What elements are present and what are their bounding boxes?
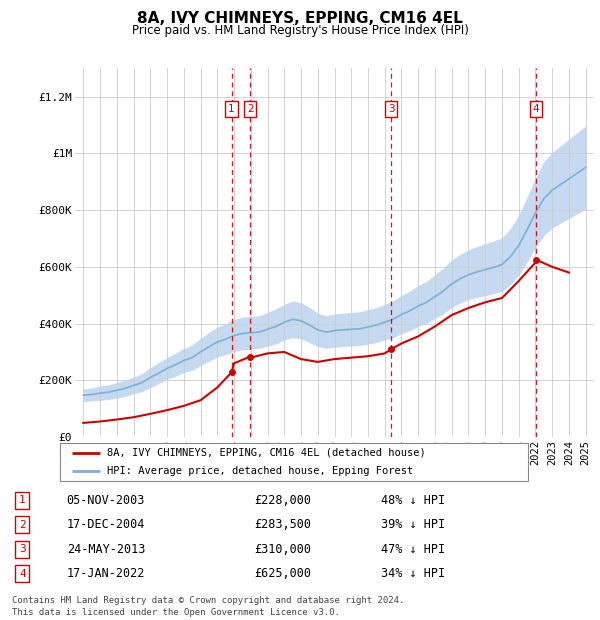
Text: 8A, IVY CHIMNEYS, EPPING, CM16 4EL (detached house): 8A, IVY CHIMNEYS, EPPING, CM16 4EL (deta… (107, 448, 425, 458)
Text: 3: 3 (388, 104, 395, 114)
Text: HPI: Average price, detached house, Epping Forest: HPI: Average price, detached house, Eppi… (107, 466, 413, 476)
Text: £228,000: £228,000 (254, 494, 311, 507)
FancyBboxPatch shape (60, 443, 528, 480)
Text: 1: 1 (228, 104, 235, 114)
Text: Contains HM Land Registry data © Crown copyright and database right 2024.: Contains HM Land Registry data © Crown c… (12, 596, 404, 606)
Text: This data is licensed under the Open Government Licence v3.0.: This data is licensed under the Open Gov… (12, 608, 340, 617)
Text: £283,500: £283,500 (254, 518, 311, 531)
Text: 2: 2 (19, 520, 26, 529)
Text: 4: 4 (19, 569, 26, 578)
Text: 24-MAY-2013: 24-MAY-2013 (67, 542, 145, 556)
Text: 8A, IVY CHIMNEYS, EPPING, CM16 4EL: 8A, IVY CHIMNEYS, EPPING, CM16 4EL (137, 11, 463, 26)
Text: 1: 1 (19, 495, 26, 505)
Text: 39% ↓ HPI: 39% ↓ HPI (380, 518, 445, 531)
Text: 47% ↓ HPI: 47% ↓ HPI (380, 542, 445, 556)
Text: 4: 4 (533, 104, 539, 114)
Text: 34% ↓ HPI: 34% ↓ HPI (380, 567, 445, 580)
Text: 05-NOV-2003: 05-NOV-2003 (67, 494, 145, 507)
Text: 3: 3 (19, 544, 26, 554)
Text: 17-DEC-2004: 17-DEC-2004 (67, 518, 145, 531)
Text: 48% ↓ HPI: 48% ↓ HPI (380, 494, 445, 507)
Text: £625,000: £625,000 (254, 567, 311, 580)
Text: 2: 2 (247, 104, 253, 114)
Text: 17-JAN-2022: 17-JAN-2022 (67, 567, 145, 580)
Text: £310,000: £310,000 (254, 542, 311, 556)
Text: Price paid vs. HM Land Registry's House Price Index (HPI): Price paid vs. HM Land Registry's House … (131, 24, 469, 37)
